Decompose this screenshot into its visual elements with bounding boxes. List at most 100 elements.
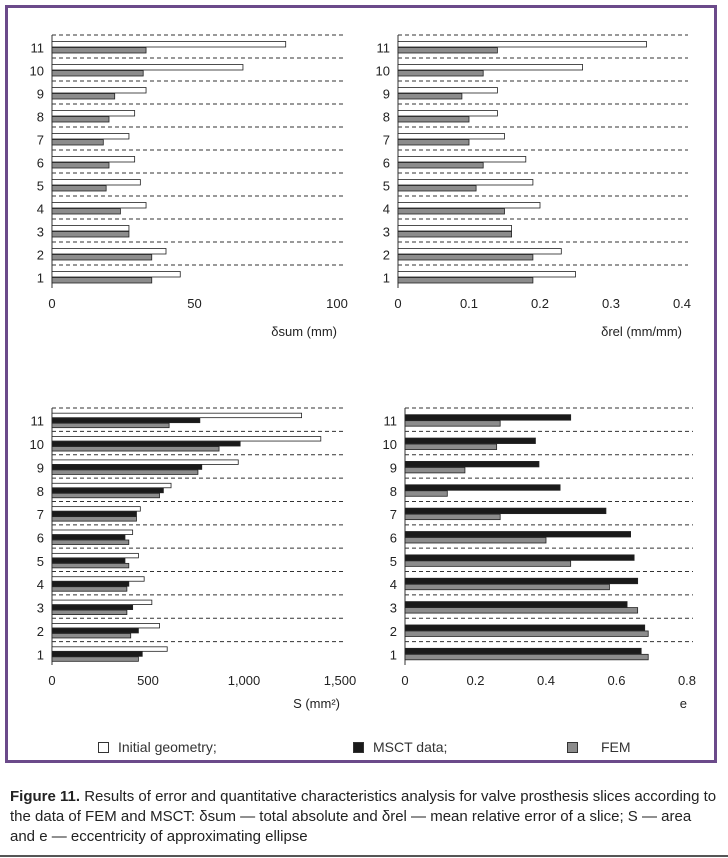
chart3-bar-fem (51, 446, 220, 452)
chart2-category-label: 5 (383, 179, 390, 194)
chart3-bar-initial (51, 646, 168, 652)
chart2-tick-label: 0 (394, 296, 401, 311)
chart2-category-label: 7 (383, 133, 390, 148)
chart4-x-axis-label: e (680, 696, 687, 711)
chart2-bar-fem (397, 254, 534, 261)
legend-msct-label: MSCT data; (373, 739, 448, 755)
chart1-bar-fem (51, 70, 144, 77)
chart3-bar-initial (51, 552, 139, 559)
chart1-category-label: 6 (37, 156, 44, 171)
chart2-tick-label: 0.2 (531, 296, 549, 311)
chart4-bar-msct (404, 437, 536, 444)
chart4-bar-fem (404, 583, 610, 591)
chart4-category-label: 8 (390, 484, 397, 499)
chart4-bar-fem (404, 420, 501, 427)
chart1-category-label: 8 (37, 110, 44, 125)
chart1-bar-initial (51, 271, 181, 278)
chart2-category-label: 6 (383, 156, 390, 171)
legend-msct: MSCT data; (353, 737, 447, 757)
chart4-bar-msct (404, 531, 632, 538)
chart4-bar-fem (404, 560, 572, 567)
chart4-category-label: 11 (384, 414, 398, 429)
chart2-category-label: 4 (383, 202, 390, 217)
chart4-category-label: 7 (390, 507, 397, 522)
chart3-bar-initial (51, 576, 145, 582)
chart3-bar-msct (51, 651, 143, 657)
chart2-bar-fem (397, 162, 484, 169)
chart1-bar-initial (51, 41, 287, 48)
chart3-bar-msct (51, 534, 126, 540)
chart3-category-label: 4 (37, 577, 44, 592)
chart3-bar-fem (51, 562, 130, 569)
chart1-category-label: 11 (31, 41, 45, 56)
chart3-bar-fem (51, 656, 139, 662)
chart3-bar-fem (51, 633, 132, 639)
chart1-bar-initial (51, 179, 141, 186)
chart4-tick-label: 0.2 (466, 673, 484, 688)
chart2-bar-fem (397, 93, 463, 100)
chart4-tick-label: 0.8 (678, 673, 696, 688)
chart3-bar-fem (51, 422, 170, 429)
chart1-category-label: 9 (37, 87, 44, 102)
chart2-category-label: 2 (383, 248, 390, 263)
chart2-bar-initial (397, 87, 498, 94)
chart1-bar-fem (51, 208, 121, 215)
chart4-category-label: 5 (390, 554, 397, 569)
chart2-x-axis-label: δrel (mm/mm) (601, 324, 682, 339)
chart2-bar-fem (397, 185, 477, 192)
chart3-bar-initial (51, 599, 153, 605)
legend-fem: FEM (567, 737, 631, 757)
chart4-bar-fem (404, 467, 466, 474)
chart2-bar-initial (397, 271, 576, 278)
chart2-bar-initial (397, 248, 562, 255)
chart1-tick-label: 0 (48, 296, 55, 311)
chart3-bar-initial (51, 459, 239, 465)
chart4-bar-msct (404, 461, 540, 468)
bottom-rule (0, 855, 728, 857)
chart3-bar-fem (51, 516, 137, 522)
chart2-bar-initial (397, 110, 498, 117)
chart1-bar-fem (51, 93, 116, 100)
chart1-bar-initial (51, 110, 136, 117)
legend-initial-label: Initial geometry; (118, 739, 217, 755)
chart3-tick-label: 500 (137, 673, 159, 688)
chart3-bar-initial (51, 623, 160, 629)
chart3-category-label: 7 (37, 507, 44, 522)
chart4-tick-label: 0.6 (607, 673, 625, 688)
chart3-bar-msct (51, 557, 126, 564)
chart4-bar-fem (404, 653, 649, 661)
chart2-bar-fem (397, 231, 512, 238)
chart4-bar-fem (404, 490, 448, 497)
chart2-category-label: 1 (383, 271, 390, 286)
chart1-tick-label: 50 (187, 296, 201, 311)
chart3-x-axis-label: S (mm²) (293, 696, 340, 711)
chart3-category-label: 1 (37, 647, 44, 662)
chart3-category-label: 2 (37, 624, 44, 639)
legend-swatch-fem (567, 741, 578, 753)
chart2-bar-fem (397, 70, 484, 77)
chart4-bar-msct (404, 554, 635, 561)
chart4-bar-fem (404, 513, 501, 521)
caption-label: Figure 11. (10, 788, 81, 805)
chart1-bar-initial (51, 64, 244, 71)
chart2-bar-fem (397, 208, 505, 215)
chart3-bar-fem (51, 586, 128, 592)
chart4-bar-fem (404, 537, 547, 544)
chart2-category-label: 8 (383, 110, 390, 125)
chart1-category-label: 4 (37, 202, 44, 217)
chart2-bar-initial (397, 133, 505, 140)
chart1-category-label: 3 (37, 225, 44, 240)
chart3-bar-msct (51, 464, 203, 470)
chart3-bar-fem (51, 469, 199, 475)
chart3-category-label: 3 (37, 601, 44, 616)
legend-swatch-msct (353, 741, 364, 753)
chart1-bar-fem (51, 162, 110, 169)
chart1-category-label: 10 (30, 64, 44, 79)
chart1-category-label: 7 (37, 133, 44, 148)
legend-initial: Initial geometry; (98, 737, 217, 757)
chart1-x-axis-label: δsum (mm) (271, 324, 337, 339)
chart1-tick-label: 100 (326, 296, 348, 311)
chart4-bar-msct (404, 414, 572, 421)
chart3-bar-msct (51, 604, 134, 610)
chart4-bar-msct (404, 507, 607, 515)
